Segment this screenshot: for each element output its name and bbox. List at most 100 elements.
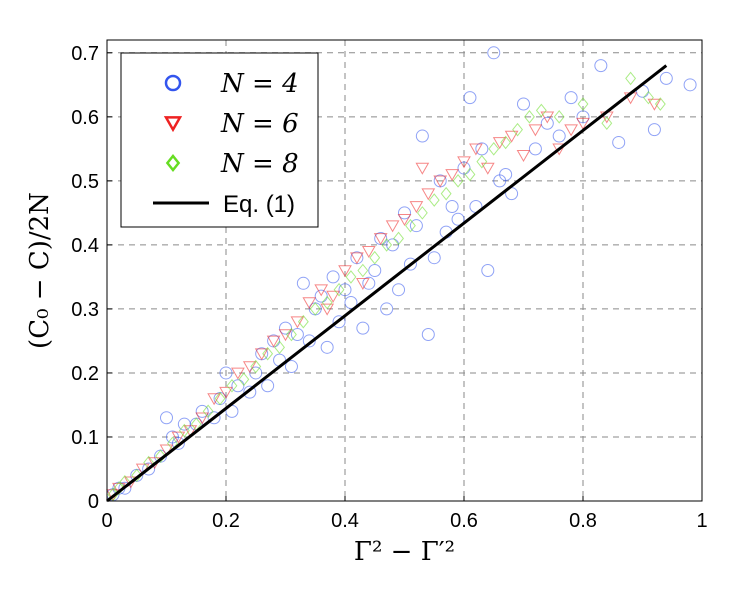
- circle-point: [564, 91, 578, 105]
- x-tick-label: 1: [696, 510, 707, 532]
- diamond-point: [428, 193, 440, 207]
- diamond-point: [500, 135, 512, 150]
- diamond-point: [393, 231, 404, 246]
- circle-point: [612, 135, 626, 149]
- x-tick-label: 0.6: [450, 510, 478, 532]
- circle-point: [427, 251, 441, 265]
- diamond-point: [297, 314, 309, 329]
- x-axis-title: Γ² − Γ′²: [354, 537, 455, 567]
- triangle-down-point: [564, 124, 578, 137]
- diamond-point: [309, 302, 321, 316]
- circle-point: [195, 404, 209, 418]
- circle-point: [683, 78, 697, 92]
- diamond-point: [238, 372, 250, 387]
- legend-label: Eq. (1): [223, 191, 295, 218]
- triangle-down-point: [254, 348, 269, 361]
- diamond-point: [214, 391, 226, 406]
- axis-ticks: 0 0.2 0.4 0.6 0.8 1 0 0.1 0.2 0.3 0.4 0.5 0.6 0.7: [71, 43, 707, 532]
- diamond-point: [250, 359, 262, 374]
- circle-point: [576, 110, 590, 124]
- y-tick-label: 0.3: [71, 299, 99, 321]
- diamond-point: [286, 327, 297, 342]
- circle-point: [528, 142, 542, 156]
- diamond-point: [405, 218, 416, 233]
- triangle-down-point: [504, 130, 519, 143]
- legend: N = 4 N = 6 N = 8 Eq. (1): [120, 52, 319, 228]
- diamond-point: [440, 186, 452, 201]
- x-tick-label: 0.4: [331, 510, 359, 532]
- triangle-down-point: [171, 431, 186, 444]
- triangle-down-point: [373, 233, 388, 246]
- triangle-down-point: [326, 290, 340, 303]
- circle-point: [540, 116, 554, 130]
- diamond-point: [202, 404, 214, 419]
- diamond-point: [155, 449, 166, 463]
- legend-triangle-down-swatch: [163, 116, 183, 133]
- circle-point: [326, 270, 340, 284]
- legend-circle-swatch: [164, 74, 182, 92]
- triangle-down-point: [350, 252, 364, 265]
- diamond-point: [416, 206, 428, 220]
- circle-point: [171, 436, 185, 450]
- circle-point: [380, 302, 394, 316]
- circle-point: [409, 219, 423, 233]
- legend-diamond-swatch: [165, 153, 181, 173]
- circle-point: [398, 206, 411, 220]
- circle-point: [451, 212, 465, 226]
- circle-point: [320, 340, 334, 354]
- diamond-point: [464, 167, 476, 182]
- triangle-down-point: [123, 476, 138, 489]
- triangle-down-point: [576, 117, 590, 130]
- diamond-point: [625, 71, 637, 86]
- circle-point: [290, 328, 304, 342]
- circle-point: [552, 129, 566, 143]
- triangle-down-point: [195, 412, 210, 425]
- diamond-point: [524, 110, 535, 124]
- circle-point: [403, 257, 417, 271]
- diamond-point: [321, 295, 333, 310]
- diamond-point: [577, 97, 589, 111]
- circle-point: [296, 276, 310, 290]
- circle-point: [647, 123, 661, 137]
- y-tick-label: 0.7: [71, 43, 99, 65]
- circle-point: [356, 321, 370, 335]
- diamond-point: [357, 263, 369, 278]
- circle-point: [368, 264, 382, 277]
- legend-label: N = 6: [220, 109, 299, 139]
- circle-point: [499, 167, 513, 181]
- triangle-down-point: [415, 162, 430, 175]
- triangle-down-point: [242, 361, 257, 374]
- triangle-down-point: [278, 329, 293, 342]
- circle-point: [219, 366, 233, 380]
- diamond-point: [369, 250, 381, 265]
- y-tick-label: 0.2: [71, 363, 99, 385]
- circle-point: [594, 59, 608, 73]
- circle-point: [362, 276, 376, 290]
- circle-point: [338, 283, 352, 297]
- triangle-down-point: [385, 220, 400, 233]
- diamond-point: [274, 340, 285, 355]
- circle-point: [659, 71, 673, 85]
- triangle-down-point: [528, 124, 543, 137]
- circle-point: [284, 360, 298, 374]
- circle-point: [415, 129, 429, 143]
- data-points: [106, 46, 697, 502]
- diamond-point: [333, 282, 345, 297]
- triangle-down-point: [231, 367, 245, 380]
- legend-box: [120, 52, 319, 228]
- triangle-down-point: [397, 213, 412, 226]
- x-tick-label: 0.8: [569, 510, 597, 532]
- x-tick-label: 0.2: [212, 510, 240, 532]
- triangle-down-point: [492, 137, 507, 150]
- y-tick-label: 0: [88, 491, 99, 513]
- circle-point: [332, 315, 346, 329]
- legend-label: N = 4: [220, 69, 299, 99]
- circle-point: [517, 97, 530, 111]
- triangle-down-point: [159, 444, 174, 457]
- y-tick-label: 0.4: [71, 235, 99, 257]
- circle-point: [421, 328, 435, 342]
- triangle-down-point: [302, 297, 317, 310]
- fit-line: [106, 64, 668, 503]
